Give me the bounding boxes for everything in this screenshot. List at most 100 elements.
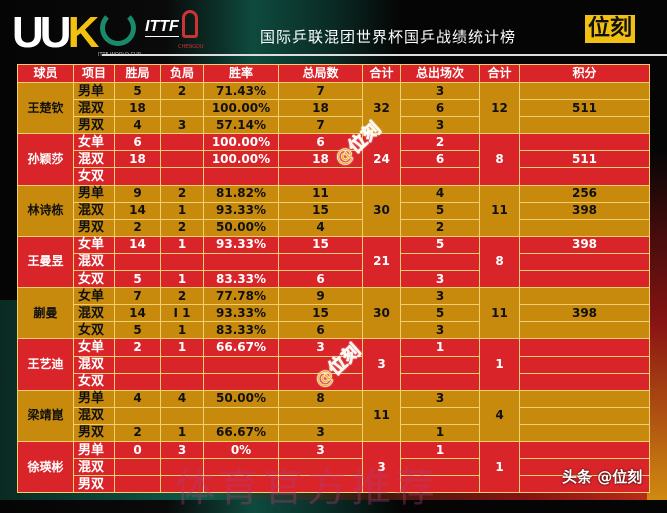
event-cell: 女单 [73,287,115,306]
table-row: 混双 18 100.00% 18 6 511 [18,99,650,118]
matches-cell [400,406,480,425]
total-games-cell [278,372,363,391]
event-cell: 混双 [73,355,115,374]
world-cup-logo-icon [100,10,136,46]
player-name: 王楚钦 [17,81,74,135]
games-sum-cell: 30 [362,287,401,340]
page-title: 国际乒联混团世界杯国乒战绩统计榜 [260,28,517,46]
event-cell: 混双 [73,150,115,169]
table-row: 女双 [18,167,650,186]
games-lost-cell: I 1 [160,304,204,323]
event-cell: 男单 [73,440,115,460]
games-lost-cell: 2 [160,81,204,101]
games-lost-cell: 2 [160,184,204,203]
uuk-logo: UUK [12,8,99,57]
games-lost-cell: 2 [160,287,204,306]
matches-cell: 3 [400,81,480,101]
divider [102,54,667,56]
games-lost-cell [160,252,204,272]
watermark-bottom: 体育官方推荐 [175,465,439,511]
games-lost-cell [160,99,204,118]
games-won-cell [114,372,161,391]
table-row: 孙颖莎 女单 6 100.00% 6 24 2 8 [17,133,650,186]
matches-sum-cell: 8 [479,133,520,186]
table-row: 混双 18 100.00% 18 6 511 [18,150,650,169]
win-rate-cell: 100.00% [203,150,279,169]
table-row: 男双 [18,475,650,494]
matches-cell: 6 [400,150,480,169]
matches-cell: 1 [400,338,480,357]
games-won-cell [114,355,161,374]
points-cell [519,116,650,135]
event-cell: 女单 [73,235,115,254]
player-name: 徐瑛彬 [17,440,74,494]
player-name: 王曼昱 [17,235,74,289]
matches-sum-cell: 8 [479,235,520,289]
event-cell: 混双 [73,304,115,323]
matches-sum-cell: 1 [479,440,520,494]
games-won-cell: 14 [114,201,161,220]
total-games-cell: 8 [278,389,363,408]
matches-cell: 3 [400,389,480,408]
win-rate-cell: 93.33% [203,201,279,220]
games-won-cell: 0 [114,440,161,460]
matches-cell [400,372,480,391]
chengdu-logo-icon [182,10,198,38]
total-games-cell [278,167,363,186]
event-cell: 女双 [73,321,115,340]
total-games-cell [278,355,363,374]
games-won-cell [114,406,161,425]
table-row: 混双 [18,406,650,425]
win-rate-cell: 93.33% [203,235,279,254]
table-row: 女双 [18,372,650,391]
table-row: 徐瑛彬 男单 0 3 0% 3 3 1 1 [17,440,650,494]
points-cell: 511 [519,99,650,118]
column-header: 合计 [362,64,401,83]
total-games-cell: 3 [278,423,363,442]
points-cell [519,287,650,306]
win-rate-cell [203,406,279,425]
event-cell: 男双 [73,475,115,494]
games-lost-cell: 1 [160,235,204,254]
matches-sum-cell: 1 [479,338,520,391]
win-rate-cell [203,167,279,186]
matches-cell: 4 [400,184,480,203]
games-won-cell [114,252,161,272]
table-row: 梁靖崑 男单 4 4 50.00% 8 11 3 4 [17,389,650,442]
points-cell [519,372,650,391]
win-rate-cell [203,355,279,374]
player-name: 梁靖崑 [17,389,74,442]
event-cell: 男单 [73,81,115,101]
event-cell: 混双 [73,458,115,477]
points-cell [519,389,650,408]
games-lost-cell: 1 [160,270,204,289]
total-games-cell: 3 [278,440,363,460]
matches-cell: 2 [400,133,480,152]
points-cell: 398 [519,201,650,220]
win-rate-cell: 50.00% [203,218,279,237]
games-won-cell: 14 [114,235,161,254]
total-games-cell: 3 [278,338,363,357]
games-sum-cell: 30 [362,184,401,237]
games-won-cell: 18 [114,150,161,169]
toutiao-watermark: 头条 @位刻 [562,468,643,486]
total-games-cell: 11 [278,184,363,203]
event-cell: 男单 [73,389,115,408]
table-row: 蒯曼 女单 7 2 77.78% 9 30 3 11 [17,287,650,340]
games-won-cell: 5 [114,321,161,340]
games-lost-cell: 3 [160,440,204,460]
background-edge [647,150,667,500]
games-lost-cell: 3 [160,116,204,135]
games-won-cell: 2 [114,338,161,357]
event-cell: 男双 [73,423,115,442]
matches-cell: 1 [400,423,480,442]
matches-cell: 1 [400,440,480,460]
games-won-cell: 5 [114,270,161,289]
total-games-cell: 6 [278,270,363,289]
win-rate-cell: 50.00% [203,389,279,408]
matches-cell: 3 [400,321,480,340]
table-row: 王曼昱 女单 14 1 93.33% 15 21 5 8 398 [17,235,650,289]
total-games-cell: 18 [278,150,363,169]
total-games-cell [278,406,363,425]
event-cell: 女双 [73,270,115,289]
